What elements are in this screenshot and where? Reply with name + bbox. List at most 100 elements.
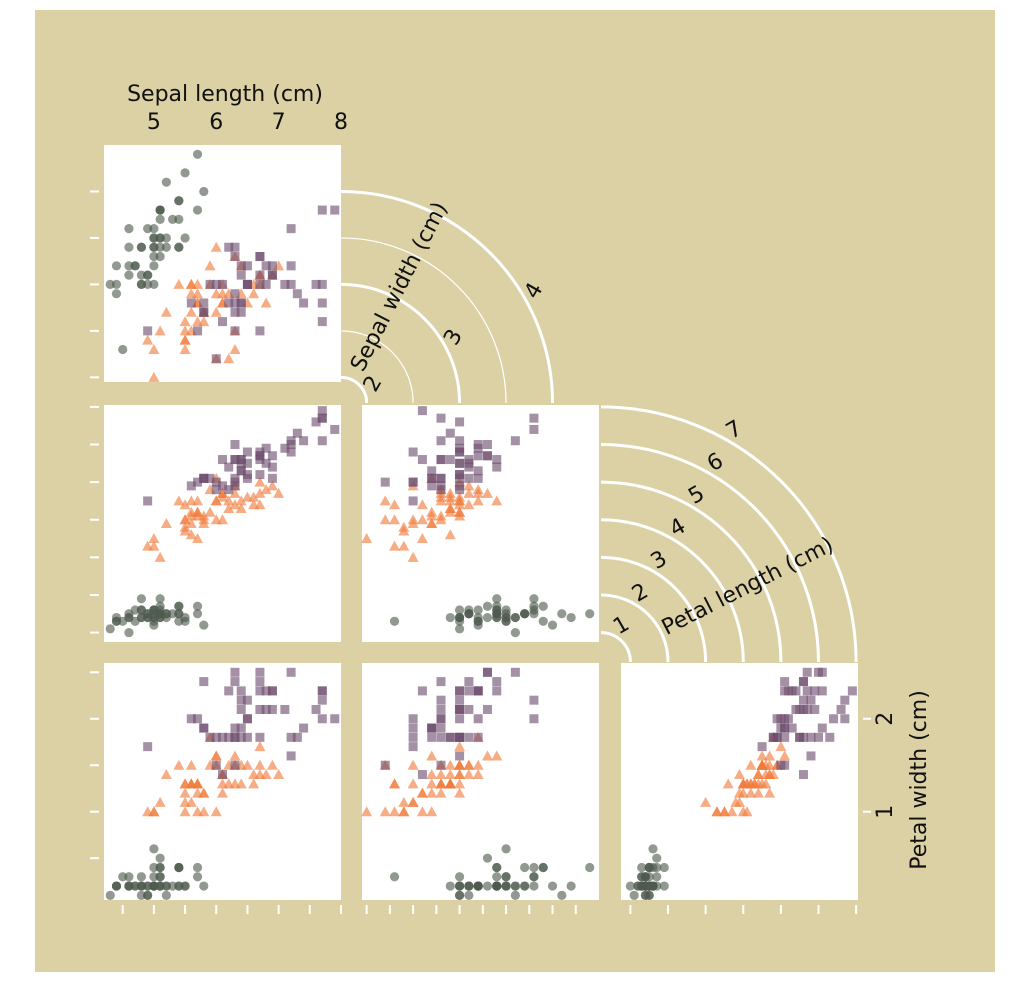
point (840, 714, 850, 724)
point (124, 881, 134, 891)
point (254, 741, 266, 752)
point (416, 499, 428, 510)
tick-label: 8 (334, 110, 348, 135)
point (445, 612, 455, 623)
point (436, 436, 446, 446)
point (806, 751, 816, 761)
point (473, 605, 483, 615)
arc-gridline (340, 330, 414, 404)
point (492, 872, 502, 882)
point (473, 612, 483, 623)
point (254, 476, 266, 487)
point (482, 704, 492, 714)
point (180, 881, 190, 891)
point (236, 261, 246, 271)
point (299, 436, 309, 446)
point (825, 732, 835, 742)
point (292, 732, 302, 742)
point (482, 881, 493, 891)
point (180, 616, 190, 626)
point (230, 289, 240, 299)
point (317, 436, 327, 446)
point (454, 605, 465, 615)
point (749, 778, 761, 789)
point (398, 806, 410, 817)
arc-gridline (600, 593, 670, 663)
point (529, 881, 539, 891)
point (149, 872, 159, 882)
point (224, 686, 234, 696)
point (311, 417, 321, 427)
point (161, 177, 171, 187)
point (464, 609, 474, 619)
point (435, 769, 447, 780)
point (640, 881, 651, 891)
point (379, 514, 391, 525)
point (230, 440, 240, 449)
point (798, 695, 808, 705)
arc-gridline (600, 518, 745, 663)
point (280, 279, 290, 289)
point (317, 279, 327, 289)
point (454, 741, 466, 752)
point (185, 759, 197, 770)
point (817, 723, 827, 733)
point (149, 844, 159, 854)
point (111, 289, 122, 299)
point (224, 462, 234, 472)
point (229, 499, 241, 510)
point (186, 298, 196, 308)
point (640, 872, 651, 882)
point (455, 751, 465, 761)
point (179, 787, 191, 798)
point (718, 806, 730, 817)
point (492, 677, 502, 687)
point (148, 540, 160, 551)
point (229, 343, 241, 354)
point (798, 704, 808, 714)
point (700, 796, 712, 807)
point (260, 769, 272, 780)
panel (362, 663, 599, 900)
point (179, 499, 191, 510)
point (223, 495, 235, 506)
point (236, 695, 246, 705)
point (398, 796, 410, 807)
point (199, 186, 209, 197)
point (292, 428, 302, 438)
point (798, 677, 808, 687)
point (236, 466, 246, 476)
point (273, 487, 285, 498)
point (547, 620, 558, 630)
point (218, 732, 227, 742)
point (473, 466, 483, 476)
point (230, 677, 240, 687)
point (648, 844, 658, 854)
point (454, 612, 465, 623)
point (436, 760, 446, 770)
point (267, 261, 277, 271)
point (426, 806, 438, 817)
point (455, 417, 465, 427)
point (398, 540, 410, 551)
point (218, 279, 227, 289)
point (780, 677, 790, 687)
point (764, 750, 776, 761)
point (230, 307, 240, 317)
point (317, 298, 327, 308)
point (711, 806, 723, 817)
point (463, 769, 475, 780)
point (435, 778, 447, 789)
point (179, 806, 191, 817)
point (236, 307, 246, 317)
point (644, 862, 654, 873)
point (236, 458, 246, 468)
point (224, 485, 234, 495)
point (491, 750, 503, 761)
point (317, 714, 327, 724)
point (286, 667, 296, 677)
point (640, 890, 651, 900)
point (454, 787, 466, 798)
point (198, 316, 210, 327)
point (105, 890, 115, 900)
